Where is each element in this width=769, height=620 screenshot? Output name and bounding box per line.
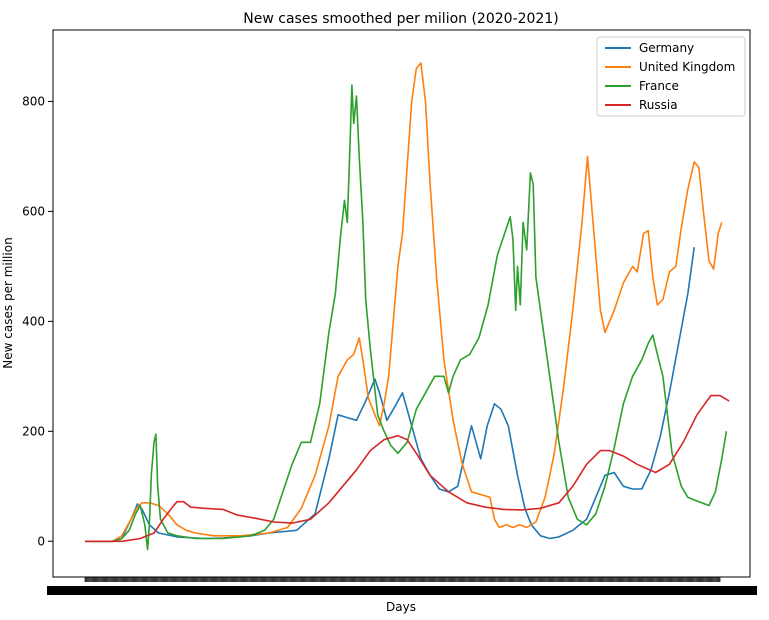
y-tick-label: 800 [22,94,45,108]
series-line-france [85,84,728,551]
plot-frame [52,29,751,578]
legend-box [596,36,746,117]
legend-label: Russia [639,98,678,112]
legend: Germany United Kingdom France Russia [596,36,746,117]
y-axis-ticks: 0 200 400 600 800 [22,94,53,548]
x-axis-label: Days [386,600,416,614]
series-layer [85,62,730,551]
series-line-russia [85,394,730,543]
x-tick-labels-overlap [47,586,757,595]
legend-label: France [639,79,679,93]
series-line-united-kingdom [85,62,723,543]
y-axis-label: New cases per million [1,237,15,368]
y-tick-label: 200 [22,424,45,438]
y-tick-label: 600 [22,204,45,218]
chart-title: New cases smoothed per milion (2020-2021… [243,11,558,27]
legend-label: United Kingdom [639,60,735,74]
legend-label: Germany [639,41,694,55]
x-axis-ticks [47,577,757,595]
y-tick-label: 0 [37,534,45,548]
series-line-germany [85,247,695,543]
y-tick-label: 400 [22,314,45,328]
